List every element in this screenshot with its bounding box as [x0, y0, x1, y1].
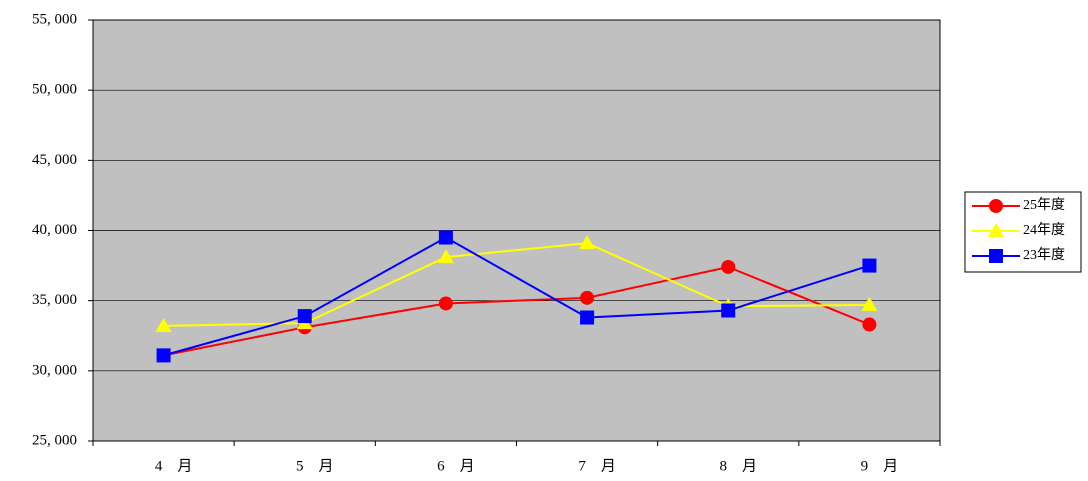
y-tick-label: 45, 000 — [32, 152, 77, 168]
legend-label: 25年度 — [1023, 197, 1065, 213]
data-point — [297, 309, 312, 324]
series-line — [163, 236, 870, 357]
data-point — [155, 317, 172, 332]
y-tick-label: 35, 000 — [32, 292, 77, 308]
y-tick-label: 55, 000 — [32, 11, 77, 27]
y-tick-label: 40, 000 — [32, 222, 77, 238]
legend-marker — [989, 199, 1003, 213]
data-point — [437, 249, 454, 264]
series-line — [163, 265, 870, 357]
legend-marker — [988, 223, 1004, 237]
data-point — [721, 303, 736, 318]
y-tick-label: 50, 000 — [32, 82, 77, 98]
legend: 25年度 24年度 23年度 — [964, 191, 1082, 273]
data-point — [862, 258, 877, 273]
x-tick-label: 7 月 — [578, 458, 616, 474]
x-tick-label: 8 月 — [719, 458, 757, 474]
x-tick-label: 5 月 — [296, 458, 334, 474]
legend-label: 23年度 — [1023, 247, 1065, 263]
data-point — [721, 259, 736, 274]
x-tick-label: 6 月 — [437, 458, 475, 474]
data-point — [156, 348, 171, 363]
x-tick-label: 4 月 — [155, 458, 193, 474]
y-tick-label: 30, 000 — [32, 362, 77, 378]
data-point — [580, 310, 595, 325]
data-point — [580, 290, 595, 305]
legend-marker — [989, 249, 1003, 263]
legend-label: 24年度 — [1023, 222, 1065, 238]
data-point — [861, 296, 878, 311]
x-tick-label: 9 月 — [861, 458, 899, 474]
data-point — [438, 230, 453, 245]
data-point — [862, 317, 877, 332]
data-point — [438, 296, 453, 311]
data-point — [579, 235, 596, 250]
y-tick-label: 25, 000 — [32, 432, 77, 448]
